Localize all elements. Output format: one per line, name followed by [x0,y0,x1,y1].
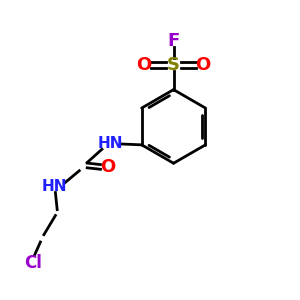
Text: Cl: Cl [24,254,42,272]
Text: HN: HN [42,178,68,194]
Text: F: F [167,32,180,50]
Text: O: O [100,158,116,176]
Text: O: O [195,56,211,74]
Text: S: S [167,56,180,74]
Text: HN: HN [98,136,124,151]
Text: O: O [136,56,152,74]
